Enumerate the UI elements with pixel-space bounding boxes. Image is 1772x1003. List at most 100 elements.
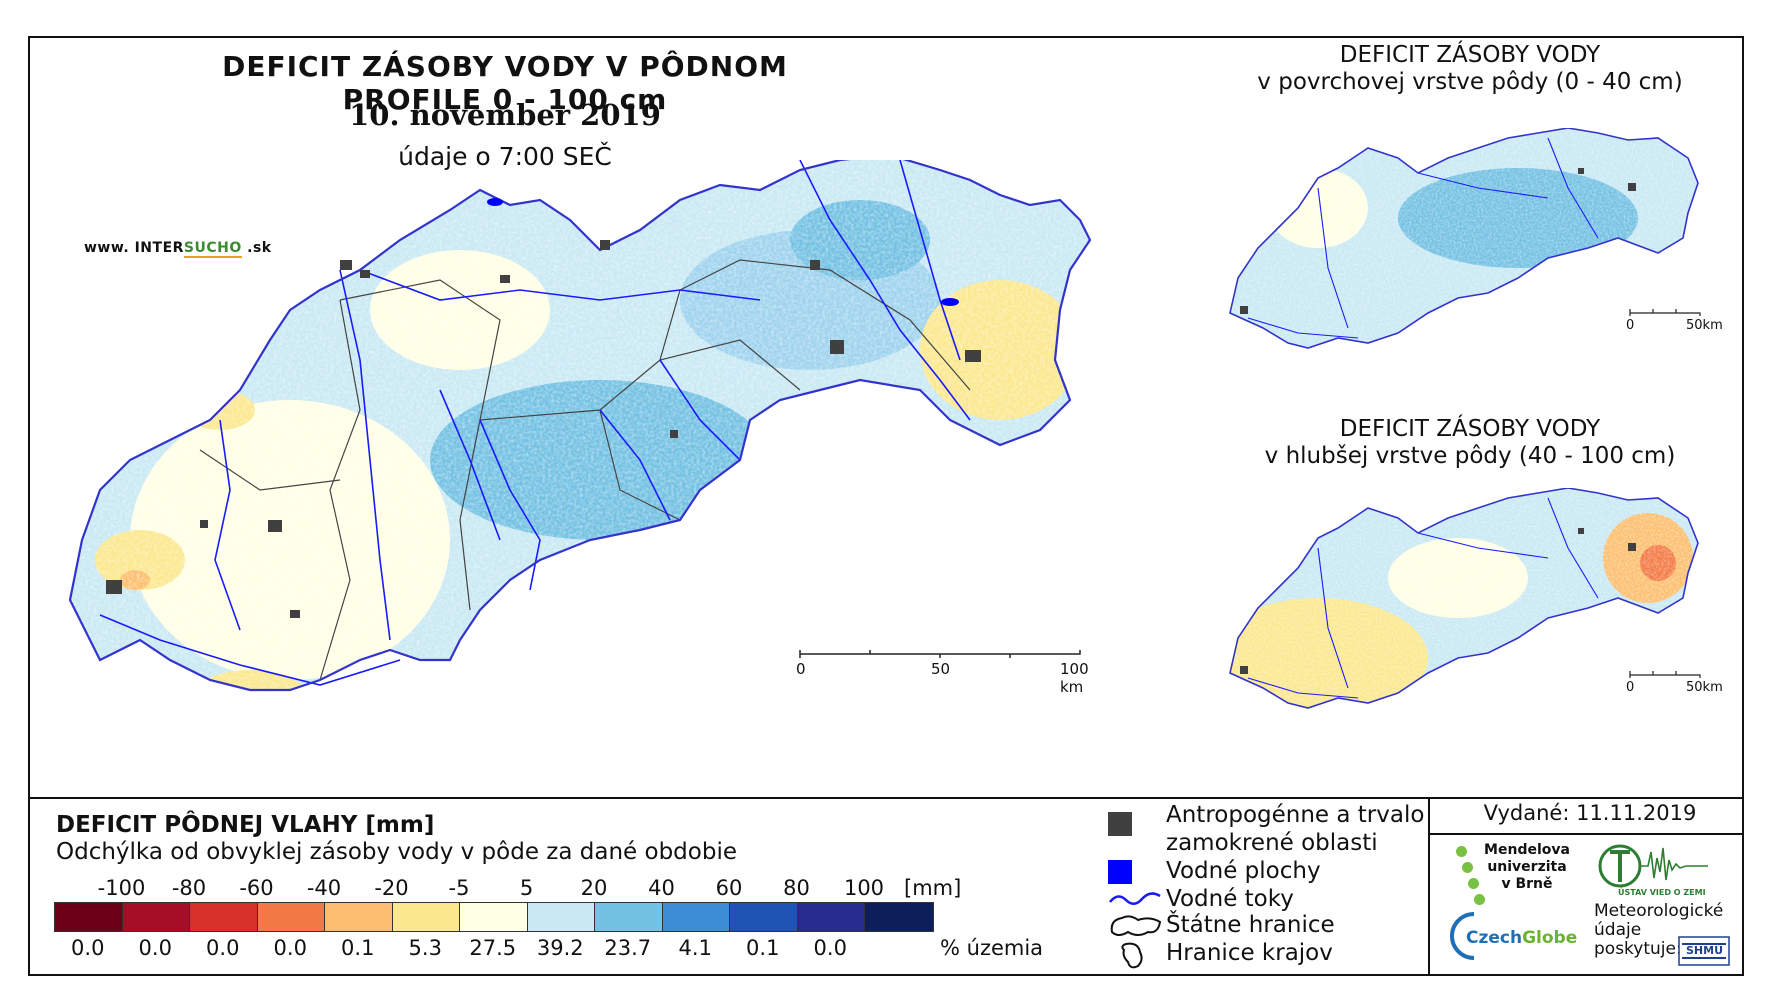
meteo-line2: údaje <box>1594 920 1642 940</box>
legend-color-swatch <box>460 903 528 931</box>
legend-color-swatch <box>595 903 663 931</box>
legend-tick: -40 <box>306 876 342 900</box>
legend-pct: 23.7 <box>604 936 652 960</box>
region-border-label: Hranice krajov <box>1166 940 1333 966</box>
mendel-text: Mendelova univerzita v Brně <box>1482 842 1572 893</box>
state-border-label: Štátne hranice <box>1166 912 1335 938</box>
mendel-line2: univerzita <box>1487 859 1567 875</box>
inset-top-scale-50: 50km <box>1686 318 1723 333</box>
legend-pct: 5.3 <box>408 936 442 960</box>
legend-color-swatch <box>257 903 325 931</box>
anthro-line1: Antropogénne a trvalo <box>1166 802 1425 828</box>
inset-bottom-scale-bar: 0 50km <box>1626 668 1728 695</box>
legend-title: DEFICIT PÔDNEJ VLAHY [mm] <box>56 812 435 838</box>
legend-tick: 60 <box>715 876 743 900</box>
issued-date: Vydané: 11.11.2019 <box>1483 801 1697 825</box>
legend-color-swatch <box>865 903 933 931</box>
mendel-dot <box>1474 894 1485 905</box>
uvz-logo: ÚSTAV VIED O ZEMI <box>1596 840 1716 900</box>
legend-pct: 0.1 <box>341 936 375 960</box>
legend-tick: -5 <box>448 876 470 900</box>
inset-top-line1: DEFICIT ZÁSOBY VODY <box>1339 42 1601 68</box>
czechglobe-text: CzechGlobe <box>1466 928 1577 948</box>
inset-bottom-scale-0: 0 <box>1626 680 1635 695</box>
inset-bottom-line1: DEFICIT ZÁSOBY VODY <box>1339 416 1601 442</box>
legend-pct: 0.0 <box>206 936 240 960</box>
czechglobe-a: Czech <box>1466 928 1523 948</box>
mendel-dot <box>1468 878 1479 889</box>
legend-pct: 27.5 <box>469 936 517 960</box>
time-note: údaje o 7:00 SEČ <box>398 142 612 171</box>
inset-top-line2: v povrchovej vrstve pôdy (0 - 40 cm) <box>1257 69 1683 95</box>
legend-tick: 40 <box>648 876 675 900</box>
rivers <box>99 160 971 686</box>
legend-tick: 5 <box>519 876 534 900</box>
uvz-text: ÚSTAV VIED O ZEMI <box>1618 888 1706 897</box>
main-scale-50: 50 <box>931 660 951 678</box>
partner-logos: Mendelova univerzita v Brně CzechGlobe Ú… <box>1436 840 1736 972</box>
legend-tick: 20 <box>580 876 608 900</box>
shmu-icon <box>1678 936 1730 966</box>
main-title: DEFICIT ZÁSOBY VODY V PÔDNOM PROFILE 0 -… <box>222 50 788 116</box>
anthropogenic-areas <box>106 240 981 618</box>
legend-tick: -20 <box>374 876 409 900</box>
czechglobe-arc-icon <box>1450 912 1475 960</box>
legend-subtitle: Odchýlka od obvyklej zásoby vody v pôde … <box>56 839 737 865</box>
legend-colorbar <box>54 902 934 932</box>
legend-color-swatch <box>325 903 393 931</box>
legend-color-swatch <box>527 903 595 931</box>
legend-pct: 0.0 <box>71 936 105 960</box>
meteo-text: Meteorologické údaje poskytuje: <box>1594 902 1729 959</box>
inset-top-scale-graphic <box>1629 309 1701 316</box>
issued-divider <box>1428 833 1744 835</box>
main-map <box>68 160 1092 692</box>
website-link[interactable]: www. INTERSUCHO .sk <box>84 240 272 258</box>
water-bodies <box>487 198 959 306</box>
legend-color-swatch <box>662 903 730 931</box>
inset-bottom-scale-50: 50km <box>1686 680 1723 695</box>
legend-color-swatch <box>122 903 190 931</box>
inset-top-scale-bar: 0 50km <box>1626 306 1728 333</box>
rivers-label: Vodné toky <box>1166 886 1294 912</box>
meteo-line3: poskytuje: <box>1594 939 1682 959</box>
legend-pct: 0.0 <box>273 936 307 960</box>
legend-tick: 80 <box>783 876 810 900</box>
region-border-icon <box>1121 942 1143 969</box>
legend-color-swatch <box>190 903 258 931</box>
legend-pct: 0.0 <box>138 936 172 960</box>
legend-tick: -80 <box>171 876 207 900</box>
inset-top-map <box>1229 128 1699 349</box>
mendel-logo: Mendelova univerzita v Brně <box>1448 840 1578 905</box>
czechglobe-logo: CzechGlobe <box>1440 906 1580 966</box>
legend-tick: -100 <box>97 876 146 900</box>
inset-bottom-scale-graphic <box>1629 671 1701 678</box>
legend-pct: 0.0 <box>813 936 847 960</box>
meteo-line1: Meteorologické <box>1594 901 1724 921</box>
uvz-seismograph-icon <box>1598 844 1708 888</box>
legend-color-swatch <box>730 903 798 931</box>
water-label: Vodné plochy <box>1166 858 1321 884</box>
legend-color-swatch <box>392 903 460 931</box>
map-frame <box>28 36 1744 976</box>
website-suffix: .sk <box>241 240 272 256</box>
anthro-swatch <box>1108 812 1132 836</box>
mendel-line1: Mendelova <box>1484 842 1570 858</box>
legend-ticks: -100 -80 -60 -40 -20 -5 5 20 40 60 80 10… <box>54 876 984 902</box>
legend-tick: -60 <box>239 876 274 900</box>
mendel-line3: v Brně <box>1501 876 1553 892</box>
main-scale-100: 100 km <box>1060 660 1089 696</box>
info-divider <box>1428 797 1430 976</box>
website-prefix: www. INTER <box>84 240 184 256</box>
legend-tick: 100 <box>843 876 885 900</box>
main-scale-bar: 0 50 100 km <box>796 646 1089 696</box>
inset-bottom-line2: v hlubšej vrstve pôdy (40 - 100 cm) <box>1264 443 1676 469</box>
legend-divider <box>28 797 1744 799</box>
legend-pct-unit: % územia <box>940 936 1044 960</box>
mendel-dot <box>1462 862 1473 873</box>
czechglobe-b: Globe <box>1522 928 1578 948</box>
inset-bottom-title: DEFICIT ZÁSOBY VODY v hlubšej vrstve pôd… <box>1240 416 1700 470</box>
water-swatch <box>1108 860 1132 884</box>
shmu-logo: SHMÚ <box>1678 936 1730 966</box>
legend-unit: [mm] <box>904 876 962 900</box>
legend-pct: 4.1 <box>678 936 712 960</box>
